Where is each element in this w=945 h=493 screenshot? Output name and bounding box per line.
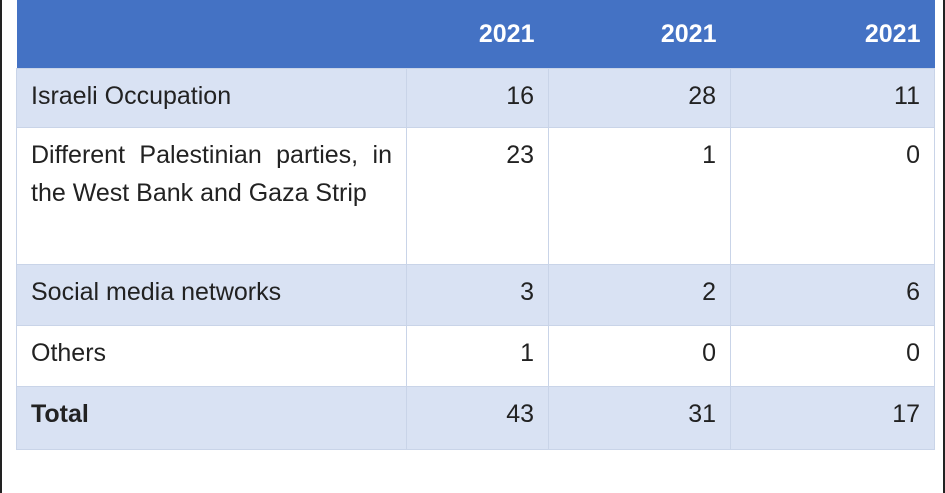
row-label: Different Palestinian parties, in the We… [16, 127, 407, 265]
row-label: Israeli Occupation [16, 68, 407, 128]
header-cell-year-3: 2021 [730, 0, 935, 69]
row-value: 1 [406, 325, 549, 387]
row-value: 0 [730, 127, 935, 265]
row-value: 3 [406, 264, 549, 326]
row-value: 1 [548, 127, 731, 265]
row-label: Others [16, 325, 407, 387]
row-value: 6 [730, 264, 935, 326]
data-table: 2021 2021 2021 Israeli Occupation 16 28 … [16, 0, 935, 450]
row-value: 0 [548, 325, 731, 387]
row-label: Social media networks [16, 264, 407, 326]
row-value: 2 [548, 264, 731, 326]
header-cell-year-2: 2021 [548, 0, 731, 69]
total-label: Total [16, 386, 407, 450]
total-value: 43 [406, 386, 549, 450]
header-cell-empty [16, 0, 407, 69]
row-value: 28 [548, 68, 731, 128]
total-value: 31 [548, 386, 731, 450]
row-value: 0 [730, 325, 935, 387]
header-cell-year-1: 2021 [406, 0, 549, 69]
row-value: 11 [730, 68, 935, 128]
row-value: 16 [406, 68, 549, 128]
table-row: Different Palestinian parties, in the We… [16, 127, 935, 265]
row-value: 23 [406, 127, 549, 265]
total-row: Total 43 31 17 [16, 386, 935, 450]
table-row: Others 1 0 0 [16, 325, 935, 387]
header-row: 2021 2021 2021 [16, 0, 935, 69]
table-row: Social media networks 3 2 6 [16, 264, 935, 326]
table-row: Israeli Occupation 16 28 11 [16, 68, 935, 128]
total-value: 17 [730, 386, 935, 450]
